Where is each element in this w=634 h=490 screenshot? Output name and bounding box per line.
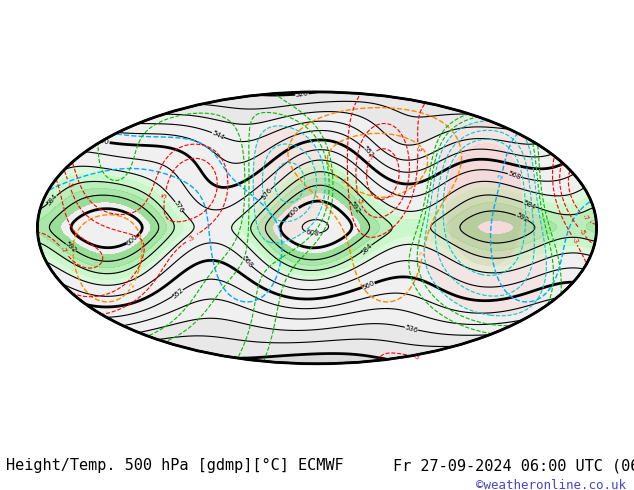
Text: 600: 600 — [125, 233, 139, 247]
Text: 5: 5 — [339, 178, 346, 185]
Text: 2: 2 — [129, 282, 136, 288]
Text: 560: 560 — [361, 279, 376, 291]
Text: 576: 576 — [172, 199, 184, 214]
Text: -7: -7 — [368, 151, 377, 160]
Text: ©weatheronline.co.uk: ©weatheronline.co.uk — [476, 479, 626, 490]
Text: -3: -3 — [415, 145, 421, 151]
Text: -3: -3 — [413, 353, 421, 361]
Text: 512: 512 — [143, 364, 157, 370]
Text: 560: 560 — [96, 138, 110, 146]
Text: -5: -5 — [356, 196, 363, 205]
Text: 520: 520 — [472, 98, 486, 105]
Text: 528: 528 — [470, 343, 484, 349]
Text: 520: 520 — [145, 90, 158, 98]
Text: 592: 592 — [515, 212, 529, 223]
Text: 592: 592 — [349, 200, 361, 215]
Text: 536: 536 — [404, 324, 418, 334]
PathPatch shape — [6, 73, 628, 383]
Text: 520: 520 — [295, 90, 309, 98]
Text: 608: 608 — [305, 229, 320, 237]
Text: 600: 600 — [287, 204, 301, 218]
Text: 552: 552 — [362, 145, 375, 159]
Text: -5: -5 — [65, 180, 73, 189]
Text: -2: -2 — [76, 123, 84, 131]
Text: 568: 568 — [507, 171, 522, 181]
Text: 536: 536 — [146, 111, 160, 117]
Text: -7: -7 — [59, 246, 68, 255]
Text: 584: 584 — [359, 242, 373, 255]
Text: 544: 544 — [210, 129, 225, 141]
Text: -3: -3 — [187, 234, 196, 243]
Text: 528: 528 — [77, 96, 91, 104]
Text: Height/Temp. 500 hPa [gdmp][°C] ECMWF: Height/Temp. 500 hPa [gdmp][°C] ECMWF — [6, 458, 344, 473]
Text: 576: 576 — [260, 186, 273, 200]
Text: -5: -5 — [578, 227, 586, 236]
Text: 568: 568 — [240, 255, 254, 269]
Ellipse shape — [37, 92, 597, 364]
Text: 592: 592 — [64, 241, 77, 254]
Text: 544: 544 — [529, 312, 543, 322]
Text: 2: 2 — [420, 250, 427, 256]
Text: 584: 584 — [522, 199, 536, 210]
Text: 552: 552 — [171, 287, 184, 300]
Text: -2: -2 — [498, 172, 505, 180]
Text: -7: -7 — [581, 213, 590, 222]
Text: -5: -5 — [162, 191, 169, 199]
Text: -3: -3 — [570, 236, 578, 245]
Text: 584: 584 — [46, 193, 59, 206]
Text: 520: 520 — [432, 356, 446, 364]
Text: Fr 27-09-2024 06:00 UTC (06+24): Fr 27-09-2024 06:00 UTC (06+24) — [393, 458, 634, 473]
